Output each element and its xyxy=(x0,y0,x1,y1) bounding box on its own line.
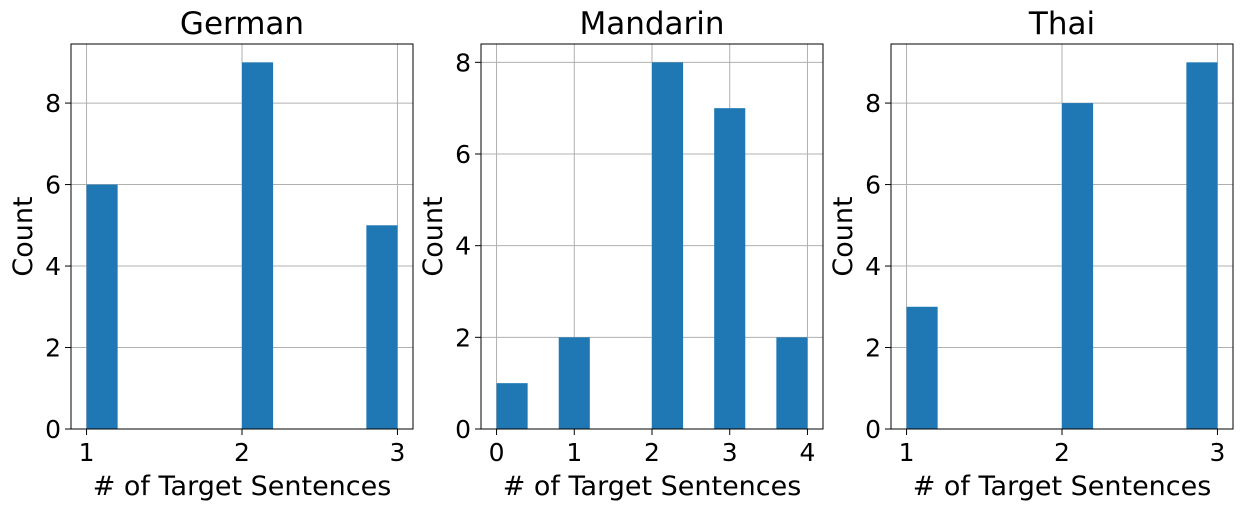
chart-title: Mandarin xyxy=(579,6,724,42)
histogram-bar-3 xyxy=(714,108,746,430)
histogram-bar-2 xyxy=(652,62,684,429)
histogram-bar-1 xyxy=(242,62,274,429)
histogram-bar-2 xyxy=(1186,62,1218,429)
y-tick-label-3: 6 xyxy=(45,171,61,200)
histogram-bar-1 xyxy=(558,337,590,429)
x-tick-label-2: 2 xyxy=(644,438,660,467)
y-tick-label-2: 4 xyxy=(865,252,881,281)
histogram-panel-3: 1 2 3 0 2 4 6 8 Thai # of Target Sentences Count xyxy=(828,6,1234,502)
x-tick-label-2: 3 xyxy=(390,438,406,467)
chart-title: German xyxy=(180,6,304,42)
y-tick-label-1: 2 xyxy=(455,323,471,352)
x-tick-label-0: 1 xyxy=(79,438,95,467)
y-tick-label-0: 0 xyxy=(455,415,471,444)
histogram-bar-2 xyxy=(366,225,398,429)
histogram-panel-2: 0 1 2 3 4 0 2 4 6 8 Mandarin # of Target Sentences C… xyxy=(418,6,824,502)
y-axis-label: Count xyxy=(828,196,859,276)
y-tick-label-4: 8 xyxy=(455,48,471,77)
x-tick-label-1: 1 xyxy=(566,438,582,467)
x-tick-label-4: 4 xyxy=(800,438,816,467)
y-tick-label-4: 8 xyxy=(45,89,61,118)
y-tick-label-1: 2 xyxy=(45,334,61,363)
y-tick-label-3: 6 xyxy=(455,140,471,169)
y-tick-label-1: 2 xyxy=(865,334,881,363)
histogram-bar-0 xyxy=(86,184,118,429)
y-tick-label-4: 8 xyxy=(865,89,881,118)
histogram-bar-4 xyxy=(776,337,808,429)
histogram-bar-0 xyxy=(496,383,528,429)
x-tick-label-1: 2 xyxy=(1054,438,1070,467)
y-tick-label-0: 0 xyxy=(865,415,881,444)
y-tick-label-0: 0 xyxy=(45,415,61,444)
histogram-bar-0 xyxy=(906,306,938,429)
x-tick-label-0: 1 xyxy=(899,438,915,467)
x-tick-label-0: 0 xyxy=(489,438,505,467)
x-axis-label: # of Target Sentences xyxy=(93,471,392,502)
histogram-bar-1 xyxy=(1062,103,1094,430)
x-tick-label-3: 3 xyxy=(722,438,738,467)
x-axis-label: # of Target Sentences xyxy=(913,471,1212,502)
chart-title: Thai xyxy=(1028,6,1095,42)
x-tick-label-1: 2 xyxy=(234,438,250,467)
x-axis-label: # of Target Sentences xyxy=(503,471,802,502)
histogram-panel-1: 1 2 3 0 2 4 6 8 German # of Target Sentences Count xyxy=(8,6,414,502)
x-tick-label-2: 3 xyxy=(1210,438,1226,467)
y-tick-label-3: 6 xyxy=(865,171,881,200)
y-tick-label-2: 4 xyxy=(455,232,471,261)
y-tick-label-2: 4 xyxy=(45,252,61,281)
y-axis-label: Count xyxy=(8,196,39,276)
y-axis-label: Count xyxy=(418,196,449,276)
